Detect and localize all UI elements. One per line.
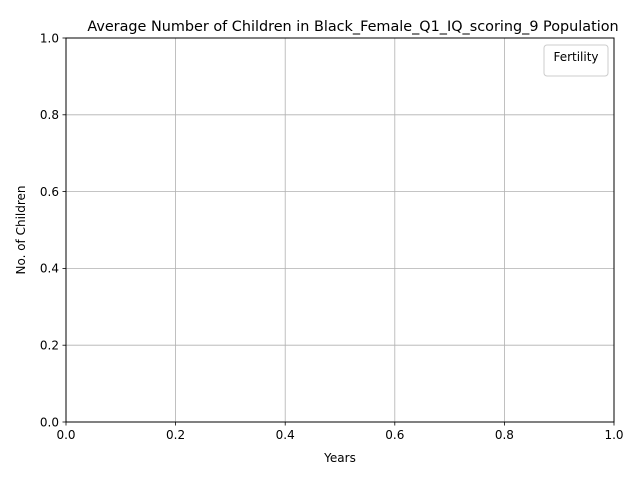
plot-area [66, 38, 614, 422]
x-tick-label: 0.2 [166, 428, 185, 442]
plot-background [66, 38, 614, 422]
y-tick-label: 0.2 [40, 339, 59, 353]
legend-title: Fertility [553, 50, 598, 64]
legend: Fertility [544, 45, 608, 76]
y-tick-label: 0.6 [40, 185, 59, 199]
x-axis-label: Years [323, 451, 356, 465]
y-tick-label: 0.0 [40, 415, 59, 429]
y-tick-label: 1.0 [40, 31, 59, 45]
x-tick-label: 0.6 [385, 428, 404, 442]
x-tick-label: 0.8 [495, 428, 514, 442]
x-tick-label: 0.0 [56, 428, 75, 442]
y-axis-label: No. of Children [14, 185, 28, 274]
y-tick-label: 0.8 [40, 108, 59, 122]
x-tick-label: 1.0 [604, 428, 623, 442]
x-tick-label: 0.4 [276, 428, 295, 442]
chart-title: Average Number of Children in Black_Fema… [87, 19, 618, 35]
y-tick-label: 0.4 [40, 262, 59, 276]
